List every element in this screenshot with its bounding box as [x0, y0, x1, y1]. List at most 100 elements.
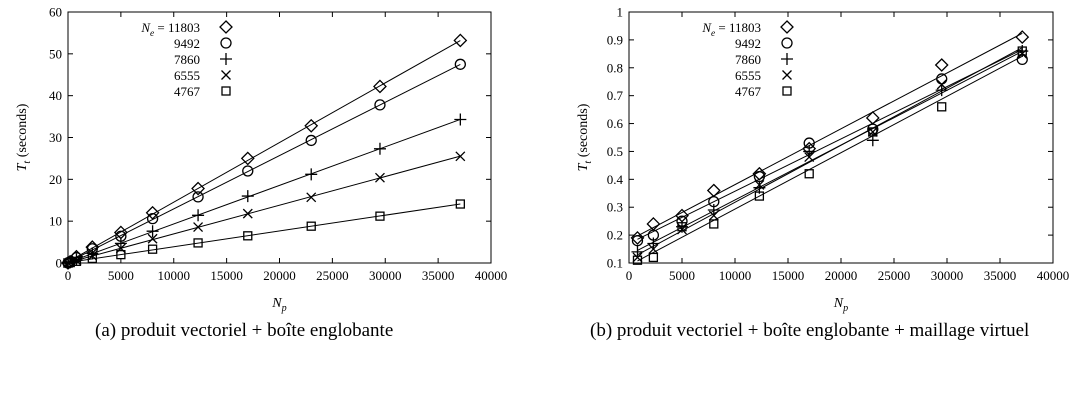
data-point-4767 [804, 169, 814, 179]
chart-b-svg: 0 5000 10000 15000 20000 25000 30000 35000 40000… [576, 5, 1069, 315]
series-11803 [61, 33, 468, 270]
legend-label: 7860 [735, 52, 761, 67]
data-point-7860 [241, 190, 254, 203]
data-point-6555 [375, 172, 385, 183]
y-tick-label: 0.2 [607, 228, 623, 243]
data-point-4767 [193, 238, 203, 248]
fit-line-6555 [67, 155, 461, 264]
data-point-6555 [867, 126, 878, 137]
data-point-6555 [306, 192, 317, 203]
y-tick-label: 0.3 [607, 200, 623, 215]
data-point-6555 [1017, 48, 1028, 59]
data-point-9492 [146, 213, 159, 225]
x-tick-label: 10000 [719, 268, 752, 283]
data-point-4767 [65, 257, 75, 268]
y-tick-label: 50 [49, 46, 62, 61]
data-point-4767 [87, 253, 97, 264]
x-tick-label: 15000 [210, 268, 243, 283]
data-point-11803 [706, 183, 721, 198]
data-point-7860 [803, 145, 816, 158]
y-tick-label: 0.6 [607, 116, 624, 131]
data-point-7860 [935, 84, 948, 97]
legend-marker [781, 37, 793, 49]
data-point-4767 [375, 211, 385, 221]
data-point-6555 [147, 233, 158, 244]
data-point-6555 [115, 243, 126, 254]
y-tick-label: 0.8 [607, 60, 623, 75]
legend-marker [221, 86, 231, 96]
y-tick-label: 20 [49, 172, 62, 187]
data-point-4767 [455, 199, 465, 209]
data-point-4767 [754, 191, 765, 201]
data-point-9492 [242, 165, 254, 177]
data-point-7860 [192, 209, 205, 222]
legend-label: 6555 [735, 68, 761, 83]
y-tick-label: 10 [49, 214, 62, 229]
x-tick-label: 30000 [931, 268, 964, 283]
x-axis-label: Np [833, 296, 848, 314]
data-point-4767 [147, 244, 158, 254]
data-point-9492 [305, 134, 317, 147]
x-tick-label: 35000 [422, 268, 455, 283]
x-tick-label: 0 [65, 268, 72, 283]
data-point-7860 [647, 237, 660, 250]
x-tick-label: 0 [626, 268, 633, 283]
y-tick-label: 0 [56, 256, 63, 271]
y-tick-label: 0.4 [607, 172, 624, 187]
data-point-7860 [454, 113, 467, 126]
x-tick-label: 40000 [475, 268, 508, 283]
x-tick-label: 10000 [158, 268, 191, 283]
data-point-7860 [114, 237, 127, 250]
chart-a-caption: (a) produit vectoriel + boîte englobante [95, 320, 394, 341]
y-tick-label: 0.9 [607, 32, 623, 47]
chart-panel-b: 0 5000 10000 15000 20000 25000 30000 35000 40000… [546, 0, 1092, 393]
data-point-11803 [145, 205, 160, 220]
data-point-11803 [934, 58, 949, 72]
x-tick-label: 5000 [669, 268, 695, 283]
legend-label: 4767 [174, 84, 201, 99]
x-tick-label: 15000 [772, 268, 805, 283]
y-tick-label: 60 [49, 5, 62, 20]
fit-line-7860 [67, 118, 461, 263]
legend-marker [220, 37, 232, 49]
data-point-4767 [677, 222, 687, 232]
data-point-4767 [709, 219, 719, 229]
data-point-9492 [374, 99, 386, 111]
data-point-9492 [753, 170, 766, 183]
chart-panel-a: 0 5000 10000 15000 20000 25000 30000 35000 40000… [15, 5, 508, 342]
x-tick-label: 30000 [369, 268, 402, 283]
legend-marker [220, 53, 232, 65]
x-axis-label: Np [271, 296, 286, 314]
chart-b-caption: (b) produit vectoriel + boîte englobante… [590, 320, 1030, 341]
data-point-11803 [191, 181, 205, 196]
y-tick-label: 30 [49, 130, 62, 145]
data-point-11803 [304, 118, 319, 133]
fit-line-9492 [67, 63, 461, 263]
legend-label: 7860 [174, 52, 200, 67]
fit-line-4767 [637, 55, 1023, 262]
data-point-11803 [373, 79, 387, 94]
data-point-11803 [453, 33, 468, 48]
y-tick-label: 40 [49, 88, 62, 103]
x-tick-label: 20000 [825, 268, 858, 283]
legend-marker [782, 86, 792, 96]
series-4767 [632, 46, 1027, 265]
series-4767 [63, 199, 465, 268]
data-point-4767 [71, 256, 82, 266]
data-point-6555 [936, 79, 947, 90]
fit-line-11803 [637, 32, 1023, 237]
plot-frame [67, 11, 492, 264]
legend-marker [782, 70, 792, 80]
series-6555 [632, 47, 1028, 263]
fit-line-6555 [637, 47, 1023, 256]
data-point-9492 [192, 191, 204, 203]
legend-marker [781, 53, 793, 65]
y-tick-label: 1 [617, 5, 624, 20]
x-tick-label: 5000 [108, 268, 134, 283]
data-point-7860 [86, 247, 99, 260]
data-point-6555 [455, 151, 466, 162]
x-tick-label: 20000 [263, 268, 296, 283]
legend-label: 4767 [735, 84, 762, 99]
data-point-4767 [306, 221, 316, 231]
data-point-6555 [193, 222, 204, 232]
